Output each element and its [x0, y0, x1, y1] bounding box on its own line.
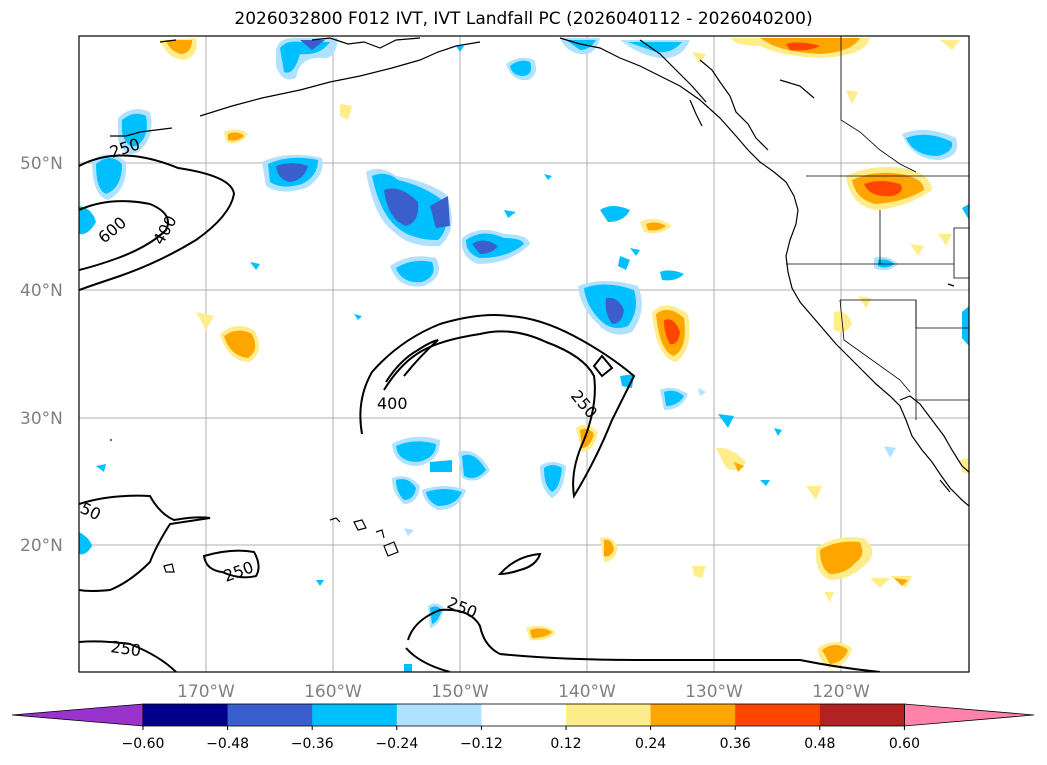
ivt-contours: [79, 154, 881, 672]
colorbar-extend-max: [904, 703, 1035, 727]
colorbar-tick-label: 0.60: [889, 736, 920, 752]
colorbar-tick-label: −0.48: [206, 736, 249, 752]
colorbar-frame: [142, 703, 905, 727]
colorbar-cell: [650, 704, 736, 726]
contour-label: 250: [109, 637, 142, 660]
colorbar-cell: [566, 704, 652, 726]
longitude-labels: 170°W 160°W 150°W 140°W 130°W 120°W: [177, 682, 870, 702]
colorbar: −0.60 −0.48 −0.36 −0.24 −0.12 0.12 0.24 0.36 0.4…: [11, 703, 1035, 752]
map-panel: 250 600 400 400 250 50 250 250 250: [79, 36, 969, 672]
lon-label-140w: 140°W: [558, 682, 616, 702]
colorbar-extend-min: [11, 703, 144, 727]
colorbar-cell: [735, 704, 821, 726]
lon-label-150w: 150°W: [431, 682, 489, 702]
lon-label-160w: 160°W: [304, 682, 362, 702]
map-frame: [78, 35, 970, 673]
lat-label-30n: 30°N: [20, 409, 63, 429]
colorbar-tick-label: 0.48: [804, 736, 835, 752]
colorbar-cell: [481, 704, 567, 726]
colorbar-cell: [396, 704, 482, 726]
lon-label-120w: 120°W: [812, 682, 870, 702]
colorbar-cell: [819, 704, 905, 726]
latitude-labels: 50°N 40°N 30°N 20°N: [20, 154, 63, 556]
coastlines: [110, 37, 969, 573]
negative-anomaly-fills: [79, 37, 969, 672]
colorbar-cell: [312, 704, 398, 726]
political-borders: [786, 36, 969, 420]
lon-label-170w: 170°W: [177, 682, 235, 702]
colorbar-tick-label: 0.36: [720, 736, 751, 752]
colorbar-tick-label: −0.36: [291, 736, 334, 752]
lon-label-130w: 130°W: [685, 682, 743, 702]
lat-label-40n: 40°N: [20, 281, 63, 301]
graticule: [79, 36, 969, 672]
colorbar-tick-label: −0.24: [375, 736, 418, 752]
colorbar-cell: [227, 704, 313, 726]
lat-label-20n: 20°N: [20, 536, 63, 556]
colorbar-tick-label: 0.12: [550, 736, 581, 752]
colorbar-tick-label: −0.12: [460, 736, 503, 752]
colorbar-tick-label: 0.24: [635, 736, 666, 752]
colorbar-tick-label: −0.60: [122, 736, 165, 752]
colorbar-cell: [143, 704, 229, 726]
map-title: 2026032800 F012 IVT, IVT Landfall PC (20…: [234, 9, 813, 29]
lat-label-50n: 50°N: [20, 154, 63, 174]
contour-label: 400: [377, 394, 408, 413]
